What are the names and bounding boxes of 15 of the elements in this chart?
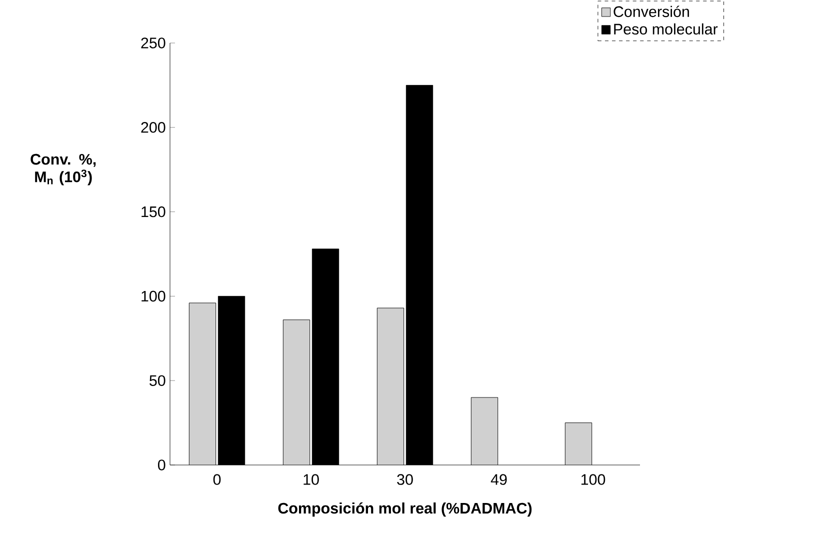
x-tick-label: 0 (213, 474, 221, 485)
x-tick-label: 30 (397, 474, 413, 485)
x-tick-label: 100 (581, 474, 606, 485)
y-tick-label: 100 (142, 290, 166, 302)
y-tick-label: 200 (141, 122, 166, 133)
y-axis-title: Conv. %, M$_{n}$ (10$^{3}$) (30, 154, 96, 186)
y-tick-label: 250 (141, 38, 166, 48)
legend-label: Conversión (614, 6, 689, 18)
x-tick-label: 49 (490, 474, 507, 485)
legend-label: Peso molecular (614, 23, 718, 35)
x-tick-label: 10 (304, 474, 319, 485)
y-tick-label: 50 (150, 375, 166, 386)
x-axis-title: Composición mol real (%DADMAC) (278, 502, 532, 517)
y-tick-label: 150 (142, 206, 166, 218)
y-tick-label: 0 (158, 460, 166, 470)
